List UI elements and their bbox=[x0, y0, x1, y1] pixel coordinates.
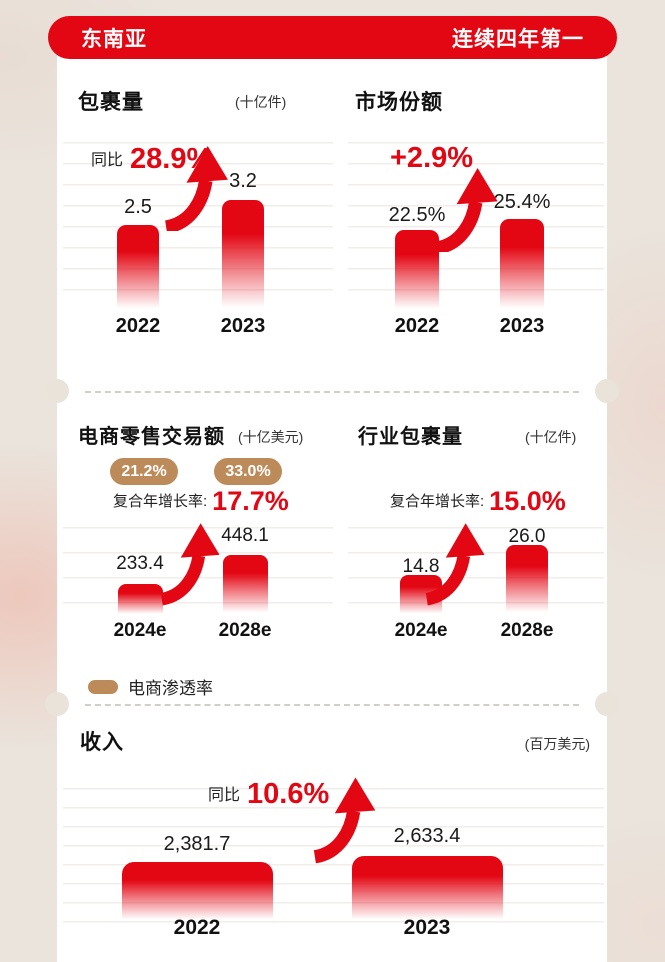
header-banner: 东南亚 连续四年第一 bbox=[48, 16, 617, 59]
cagr-value: 15.0% bbox=[489, 486, 566, 516]
perforation-divider bbox=[85, 704, 579, 706]
rank-badge-text: 连续四年第一 bbox=[452, 27, 584, 51]
bar-2024e bbox=[118, 583, 163, 615]
category-label: 2022 bbox=[173, 916, 221, 939]
growth-prefix: 同比 bbox=[208, 787, 241, 804]
category-label: 2023 bbox=[499, 315, 545, 337]
ticket-notch bbox=[595, 692, 619, 716]
growth-arrow-icon bbox=[434, 168, 498, 252]
bar-2022 bbox=[395, 229, 439, 312]
ticket-notch bbox=[45, 379, 69, 403]
penetration-badge: 21.2% bbox=[110, 458, 178, 485]
growth-callout: +2.9% bbox=[390, 144, 473, 173]
growth-value: +2.9% bbox=[390, 142, 474, 174]
growth-arrow-icon bbox=[164, 146, 228, 231]
legend-label: 电商渗透率 bbox=[128, 679, 213, 698]
bar-2024e bbox=[400, 575, 442, 615]
penetration-badge: 33.0% bbox=[214, 458, 282, 485]
category-label: 2023 bbox=[220, 315, 266, 337]
cagr-label: 复合年增长率: bbox=[390, 493, 485, 510]
legend: 电商渗透率 bbox=[88, 674, 213, 699]
region-title: 东南亚 bbox=[81, 27, 147, 51]
category-label: 2023 bbox=[403, 916, 451, 939]
category-label: 2028e bbox=[218, 620, 272, 641]
category-label: 2024e bbox=[394, 620, 448, 641]
chart-title: 包裹量 bbox=[78, 91, 144, 114]
bar-2023 bbox=[222, 200, 264, 312]
chart-unit: (百万美元) bbox=[524, 736, 590, 752]
bar-value-label: 3.2 bbox=[229, 170, 257, 192]
bar-value-label: 26.0 bbox=[508, 526, 546, 547]
category-label: 2024e bbox=[113, 620, 167, 641]
chart-revenue: 收入 (百万美元) 同比 10.6% 2,381.7 2,633.4 2022 … bbox=[63, 718, 604, 962]
ticket-notch bbox=[45, 692, 69, 716]
cagr-label: 复合年增长率: bbox=[113, 493, 208, 510]
ticket-notch bbox=[595, 379, 619, 403]
growth-arrow-icon bbox=[160, 523, 220, 606]
category-label: 2022 bbox=[394, 315, 440, 337]
chart-parcel-volume: 包裹量 (十亿件) 同比 28.9% 2.5 3.2 2022 2023 bbox=[63, 82, 333, 337]
bar-value-label: 448.1 bbox=[221, 525, 269, 546]
chart-title: 行业包裹量 bbox=[358, 426, 463, 448]
chart-market-share: 市场份额 +2.9% 22.5% 25.4% 2022 2023 bbox=[348, 82, 604, 337]
chart-unit: (十亿件) bbox=[525, 429, 577, 445]
cagr-callout: 复合年增长率: 17.7% bbox=[113, 488, 289, 515]
perforation-divider bbox=[85, 391, 579, 393]
chart-unit: (十亿件) bbox=[235, 94, 287, 110]
bar-value-label: 2,633.4 bbox=[393, 825, 461, 847]
bar-2023 bbox=[500, 218, 544, 312]
growth-callout: 同比 28.9% bbox=[91, 145, 212, 174]
chart-title: 电商零售交易额 bbox=[78, 426, 225, 448]
growth-value: 10.6% bbox=[247, 778, 330, 810]
category-label: 2022 bbox=[115, 315, 161, 337]
bar-value-label: 2.5 bbox=[124, 196, 152, 218]
cagr-value: 17.7% bbox=[212, 486, 289, 516]
growth-arrow-icon bbox=[313, 777, 376, 864]
legend-swatch-gold-pill bbox=[88, 679, 118, 694]
bar-value-label: 25.4% bbox=[493, 191, 551, 213]
chart-ecommerce-gmv: 电商零售交易额 (十亿美元) 21.2% 33.0% 复合年增长率: 17.7%… bbox=[63, 415, 333, 650]
bar-2022 bbox=[122, 862, 273, 922]
chart-title: 市场份额 bbox=[355, 91, 443, 114]
bar-2022 bbox=[117, 224, 159, 312]
growth-prefix: 同比 bbox=[91, 152, 124, 169]
growth-callout: 同比 10.6% bbox=[208, 780, 329, 809]
cagr-callout: 复合年增长率: 15.0% bbox=[390, 488, 566, 515]
chart-title: 收入 bbox=[80, 731, 124, 754]
bar-2028e bbox=[506, 545, 548, 615]
chart-industry-parcel-volume: 行业包裹量 (十亿件) 复合年增长率: 15.0% 14.8 26.0 2024… bbox=[348, 415, 604, 650]
chart-unit: (十亿美元) bbox=[238, 429, 304, 445]
bar-value-label: 233.4 bbox=[116, 553, 164, 574]
bar-2028e bbox=[223, 555, 268, 615]
bar-value-label: 14.8 bbox=[402, 556, 440, 577]
bar-2023 bbox=[352, 855, 503, 922]
gridlines bbox=[348, 142, 604, 310]
category-label: 2028e bbox=[500, 620, 554, 641]
bar-value-label: 2,381.7 bbox=[163, 833, 231, 855]
bar-value-label: 22.5% bbox=[388, 204, 446, 226]
